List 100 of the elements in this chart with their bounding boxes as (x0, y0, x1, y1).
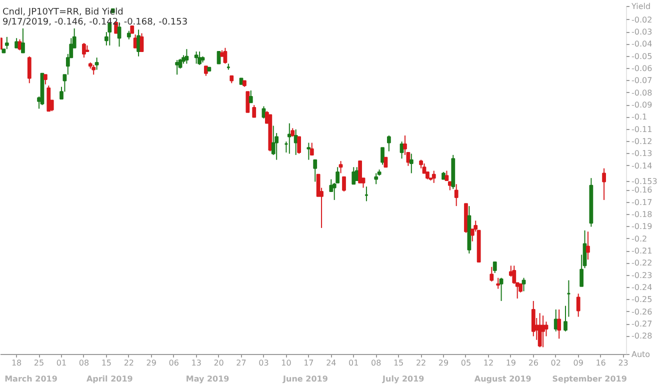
y-tick-label: -0.03 (632, 28, 652, 37)
y-tick-label: -0.12 (632, 137, 652, 146)
y-tick-label: -0.2 (632, 234, 648, 244)
y-tick-label: -0.06 (632, 64, 652, 74)
x-tick-label: 15 (101, 358, 112, 368)
y-tick-label: -0.23 (632, 270, 652, 280)
candlestick (175, 60, 180, 76)
candlestick (490, 266, 494, 282)
x-tick-label: 12 (483, 358, 494, 368)
x-tick-label: 20 (214, 358, 224, 368)
candlestick (82, 42, 86, 58)
x-tick-label: 16 (596, 358, 606, 368)
x-tick-label: 09 (573, 358, 584, 368)
x-tick-label: 22 (124, 358, 134, 368)
candlestick (136, 29, 140, 57)
candlestick (194, 51, 198, 64)
y-tick-label: -0.1 (632, 112, 648, 122)
candlestick (184, 48, 189, 64)
y-tick-label: -0.09 (632, 100, 652, 110)
chart-title: Cndl, JP10YT=RR, Bid Yield (2, 8, 124, 18)
text: May 2019 (186, 374, 230, 384)
candlestick (338, 160, 343, 174)
text: September 2019 (552, 374, 628, 384)
candlestick (512, 265, 516, 284)
candlestick (198, 51, 202, 66)
candlestick (358, 160, 362, 184)
y-axis-title: Yield (630, 2, 651, 11)
y-tick-label: -0.16 (632, 186, 652, 195)
candlestick (252, 104, 256, 118)
candlestick (380, 147, 384, 166)
x-tick-label: 25 (34, 358, 44, 368)
x-tick-label: 06 (168, 358, 179, 368)
candlestick (586, 231, 590, 260)
x-tick-label: 27 (236, 358, 246, 368)
y-tick-label: -0.26 (632, 307, 652, 316)
x-tick-label: 24 (326, 358, 336, 368)
candlestick (92, 64, 96, 76)
y-tick-label: -0.28 (632, 332, 652, 341)
candlestick (4, 36, 9, 50)
y-tick-label: -0.22 (632, 258, 652, 268)
candlestick (576, 293, 580, 318)
candlestick (246, 91, 250, 113)
x-tick-label: 23 (618, 358, 628, 368)
y-tick-label: -0.08 (632, 88, 652, 98)
y-tick-label: -0.07 (632, 76, 652, 86)
y-tick-label: -0.25 (632, 295, 652, 304)
candlestick (140, 32, 144, 52)
y-tick-label: -0.24 (632, 283, 652, 292)
x-tick-label: 08 (371, 358, 382, 368)
candlestick (297, 136, 301, 154)
candlestick (454, 184, 458, 207)
candlestick (499, 277, 504, 302)
x-tick-label: 13 (191, 358, 202, 368)
candlestick (342, 176, 346, 192)
x-tick-label: 18 (11, 358, 22, 368)
x-tick-label: 26 (528, 358, 538, 368)
candlestick (204, 66, 208, 76)
text: Auto (632, 350, 650, 359)
candlestick (496, 277, 500, 290)
x-tick-label: 29 (146, 358, 156, 368)
x-tick-label: 08 (78, 358, 90, 368)
candlestick (602, 168, 606, 200)
text: April 2019 (86, 374, 134, 384)
x-tick-label: 19 (506, 358, 516, 368)
x-tick-label: 15 (393, 358, 404, 368)
candlestick (374, 172, 378, 185)
text: July 2019 (382, 374, 425, 384)
candlestick (541, 315, 545, 348)
candlestick (409, 153, 414, 174)
x-tick-label: 02 (550, 358, 561, 368)
candlestick (21, 28, 25, 54)
candlestick (310, 142, 314, 156)
candlestick (44, 74, 48, 85)
y-tick-label: -0.21 (632, 246, 652, 256)
x-tick-label: 10 (281, 358, 292, 368)
y-tick-label: -0.13 (632, 149, 652, 158)
candlestick (352, 166, 356, 185)
candlestick (27, 56, 32, 84)
candlestick (14, 38, 18, 48)
candlestick (248, 90, 253, 104)
y-tick-label: -0.02 (632, 15, 652, 24)
x-tick-label: 22 (416, 358, 426, 368)
x-tick-label: 29 (438, 358, 449, 368)
y-tick-label: -0.11 (632, 124, 652, 134)
y-tick-label: -0.14 (632, 161, 652, 170)
x-tick-label: 01 (56, 358, 67, 368)
y-tick-label: -0.17 (632, 198, 652, 207)
text: March 2019 (4, 374, 58, 384)
candlestick (306, 142, 311, 160)
x-tick-label: 01 (348, 358, 359, 368)
candlestick (46, 85, 51, 112)
y-tick-label: -0.04 (632, 40, 652, 49)
text: 9/17/2019, -0.146, -0.142, -0.168, -0.153 (2, 18, 188, 28)
y-tick-label: -0.05 (632, 52, 652, 61)
candlestick (522, 277, 526, 292)
candlestick (313, 159, 318, 182)
candlestick (223, 47, 228, 64)
text: June 2019 (282, 374, 328, 384)
y-tick-label: -0.19 (632, 222, 652, 232)
candlestick (386, 134, 391, 152)
